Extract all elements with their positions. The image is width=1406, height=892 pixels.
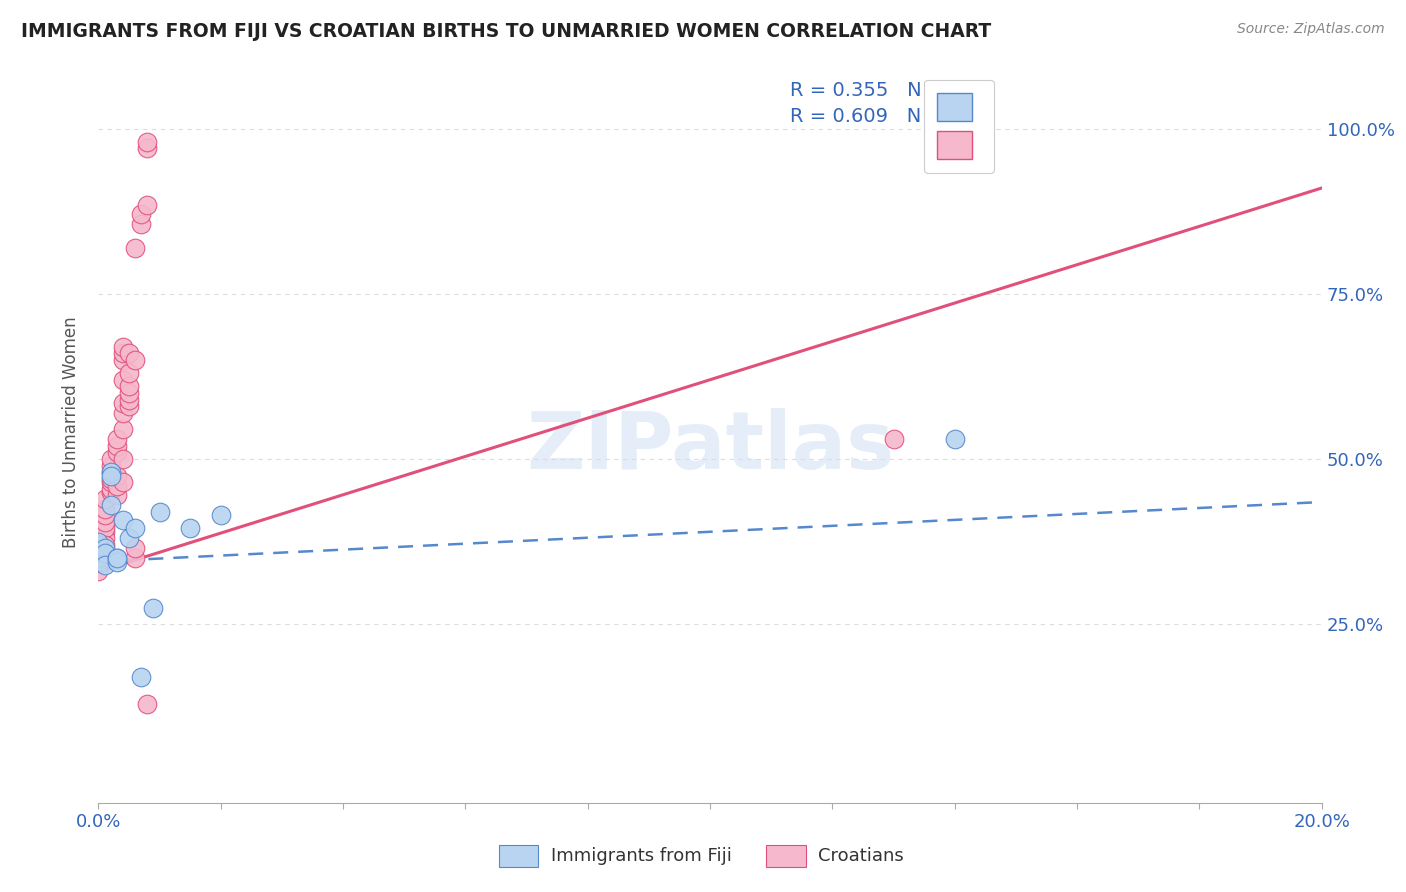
Point: [129, 207, 152, 221]
Point: [87, 534, 110, 549]
Point: [136, 697, 159, 711]
Point: [93, 501, 115, 516]
Point: [118, 532, 141, 546]
Point: [93, 541, 115, 556]
Point: [118, 366, 141, 380]
Point: [111, 373, 134, 387]
Point: [111, 452, 134, 467]
Point: [111, 352, 134, 367]
Text: R = 0.609   N = 47: R = 0.609 N = 47: [790, 107, 974, 126]
Point: [209, 508, 232, 523]
Text: Source: ZipAtlas.com: Source: ZipAtlas.com: [1237, 22, 1385, 37]
Point: [93, 508, 115, 523]
Point: [111, 513, 134, 527]
Point: [87, 548, 110, 562]
Point: [124, 240, 146, 255]
Point: [136, 197, 159, 211]
Text: R = 0.355   N = 24: R = 0.355 N = 24: [790, 81, 974, 100]
Point: [118, 392, 141, 407]
Point: [142, 600, 165, 615]
Point: [93, 546, 115, 560]
Point: [105, 439, 128, 453]
Point: [100, 485, 122, 500]
Point: [100, 452, 122, 467]
Point: [87, 565, 110, 579]
Point: [87, 538, 110, 552]
Point: [105, 488, 128, 502]
Point: [93, 538, 115, 552]
Text: IMMIGRANTS FROM FIJI VS CROATIAN BIRTHS TO UNMARRIED WOMEN CORRELATION CHART: IMMIGRANTS FROM FIJI VS CROATIAN BIRTHS …: [21, 22, 991, 41]
Point: [111, 406, 134, 420]
Point: [87, 544, 110, 558]
Point: [118, 346, 141, 360]
Point: [179, 521, 201, 535]
Point: [105, 551, 128, 566]
Point: [93, 532, 115, 546]
Legend: , : ,: [924, 79, 994, 172]
Point: [93, 491, 115, 506]
Point: [111, 396, 134, 410]
Point: [111, 475, 134, 490]
Point: [93, 558, 115, 572]
Point: [93, 524, 115, 539]
Point: [105, 478, 128, 492]
Text: ZIPatlas: ZIPatlas: [526, 409, 894, 486]
Point: [93, 521, 115, 535]
Point: [118, 399, 141, 413]
Point: [129, 670, 152, 684]
Point: [943, 432, 966, 446]
Point: [87, 555, 110, 569]
Point: [87, 551, 110, 566]
Point: [111, 340, 134, 354]
Point: [100, 475, 122, 490]
Point: [87, 555, 110, 569]
Point: [124, 551, 146, 566]
Point: [118, 386, 141, 401]
Point: [105, 445, 128, 459]
Point: [136, 141, 159, 155]
Point: [100, 468, 122, 483]
Point: [105, 551, 128, 566]
Point: [100, 482, 122, 496]
Point: [93, 515, 115, 529]
Point: [100, 458, 122, 473]
Point: [883, 432, 905, 446]
Point: [105, 555, 128, 569]
Point: [124, 521, 146, 535]
Text: Croatians: Croatians: [818, 847, 904, 865]
Point: [124, 541, 146, 556]
Point: [149, 505, 172, 519]
Point: [129, 218, 152, 232]
Point: [100, 499, 122, 513]
Point: [118, 379, 141, 393]
Point: [100, 465, 122, 479]
Point: [136, 135, 159, 149]
Point: [105, 468, 128, 483]
Text: Immigrants from Fiji: Immigrants from Fiji: [551, 847, 733, 865]
Point: [100, 472, 122, 486]
Point: [105, 432, 128, 446]
Y-axis label: Births to Unmarried Women: Births to Unmarried Women: [62, 317, 80, 549]
Point: [100, 465, 122, 479]
Point: [111, 422, 134, 436]
Point: [111, 346, 134, 360]
Point: [124, 352, 146, 367]
